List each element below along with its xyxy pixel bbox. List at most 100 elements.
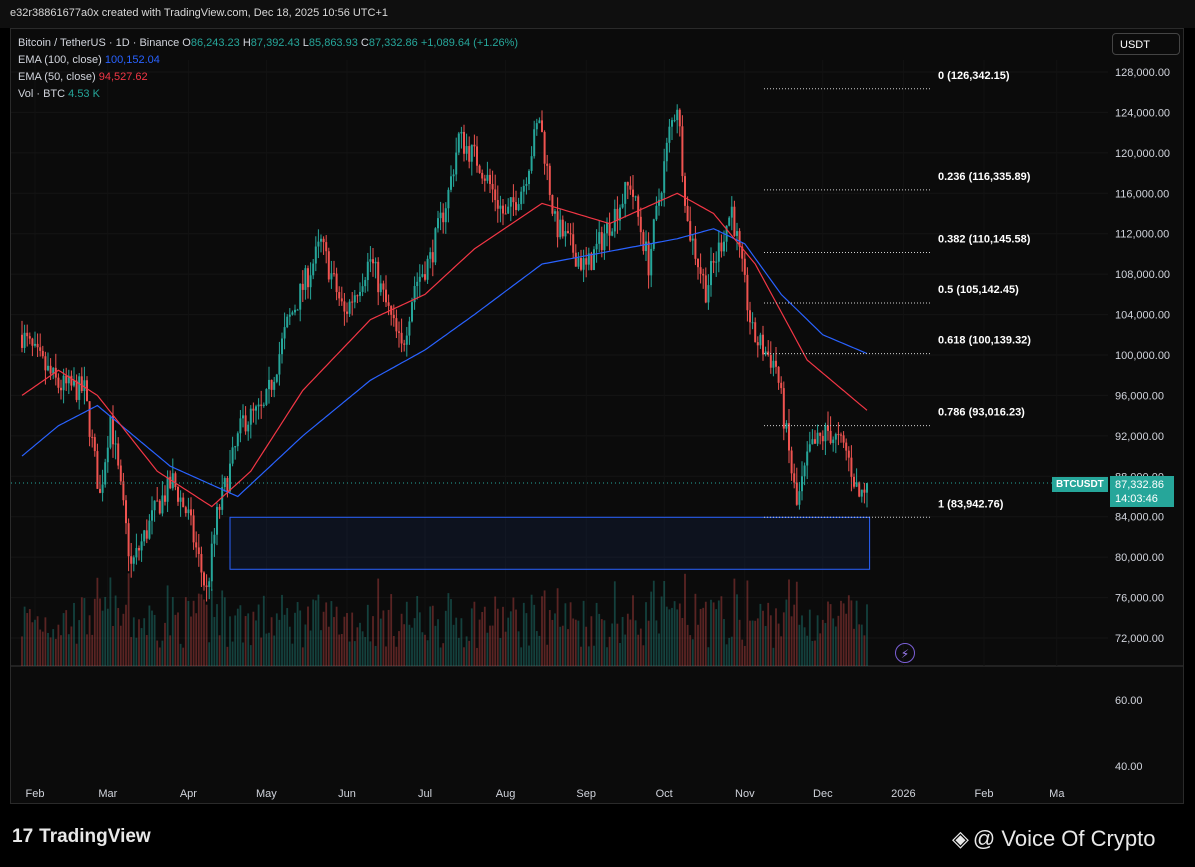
volume-bar [322,611,325,666]
volume-bar [431,605,434,666]
volume-bar [416,596,419,666]
candle-body [522,185,525,192]
volume-bar [634,620,637,666]
candle-body [431,252,434,263]
candle-body [91,436,94,438]
y-tick-label: 120,000.00 [1115,148,1170,160]
candle-body [231,447,234,464]
volume-bar [486,632,489,666]
y-tick-label: 84,000.00 [1115,512,1164,524]
candle-body [569,233,572,235]
candle-body [101,484,104,493]
candle-body [356,295,359,297]
volume-bar [746,580,749,666]
candle-body [673,120,676,122]
candle-body [782,388,785,429]
volume-bar [127,573,130,666]
volume-bar [606,647,608,666]
volume-bar [31,622,34,666]
candle-body [307,268,309,288]
volume-bar [369,641,372,666]
candle-body [275,374,278,382]
candle-body [694,238,697,259]
volume-row[interactable]: Vol · BTC 4.53 K [18,86,518,103]
volume-bar [590,616,593,666]
tradingview-logo[interactable]: 17 TradingView [12,826,151,848]
ema50-row[interactable]: EMA (50, close) 94,527.62 [18,69,518,86]
fib-level-label: 0.618 (100,139.32) [938,335,1031,347]
volume-bar [764,625,767,666]
volume-bar [619,642,621,666]
volume-bar [135,637,138,666]
candle-body [88,401,91,437]
x-tick-label: Apr [180,788,197,800]
candle-body [746,274,749,311]
volume-bar [814,640,816,666]
candle-body [704,275,707,303]
volume-bar [421,632,424,666]
candle-body [424,274,426,280]
volume-bar [273,635,276,666]
chart-frame[interactable] [10,28,1184,804]
symbol-label[interactable]: Bitcoin / TetherUS · 1D · Binance [18,37,180,49]
candle-body [699,267,702,274]
volume-bar [364,637,367,666]
candle-body [723,241,725,252]
candle-body [660,192,663,200]
candle-body [684,176,686,206]
candle-body [621,203,624,208]
volume-bar [723,619,725,666]
volume-bar [145,635,148,666]
candle-body [580,257,582,270]
volume-bar [190,616,192,666]
candle-body [520,191,523,205]
x-tick-label: Aug [496,788,516,800]
candle-body [790,450,793,474]
candle-body [119,465,122,482]
candle-body [281,338,283,355]
candle-body [764,351,767,355]
candle-body [478,165,481,173]
volume-bar [405,601,408,666]
candle-body [187,509,190,514]
volume-bar [507,617,510,666]
volume-bar [858,624,861,666]
volume-bar [730,636,733,666]
volume-bar [616,623,619,666]
volume-label: Vol · BTC [18,88,66,100]
y-tick-label: 80,000.00 [1115,552,1164,564]
ema100-row[interactable]: EMA (100, close) 100,152.04 [18,52,518,69]
candle-body [96,451,99,489]
volume-bar [57,624,60,666]
candle-body [398,331,400,333]
volume-bar [442,643,445,666]
volume-bar [125,604,127,666]
candle-body [624,182,627,204]
candle-body [780,382,783,389]
volume-bar [551,619,554,666]
volume-bar [418,612,421,666]
volume-bar [208,642,211,666]
volume-bar [655,620,658,666]
candle-body [299,283,302,310]
low-key: L [302,37,309,49]
volume-bar [86,634,88,666]
volume-bar [598,613,601,666]
candle-body [382,283,385,290]
volume-bar [158,647,161,666]
y-tick-label: 108,000.00 [1115,269,1170,281]
volume-bar [353,641,356,666]
candle-body [832,439,835,444]
lightning-icon[interactable]: ⚡ [895,643,915,663]
candle-body [112,415,114,445]
volume-bar [572,618,575,666]
volume-bar [647,620,650,666]
volume-bar [242,642,244,666]
candle-body [840,434,842,436]
high-key: H [242,37,251,49]
volume-bar [28,609,31,666]
candle-body [400,332,403,344]
volume-bar [743,645,746,666]
currency-button[interactable]: USDT [1112,33,1180,55]
